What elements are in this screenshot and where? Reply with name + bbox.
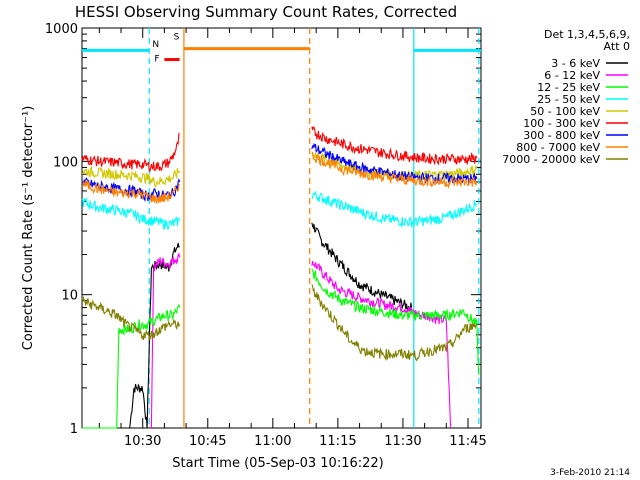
legend-label: 12 - 25 keV [537,81,600,94]
series-line [81,180,181,204]
series-25-50kev [81,191,478,231]
flag-label-s: S [174,32,180,42]
y-tick-label: 1 [70,422,78,437]
y-tick-label: 10 [61,289,78,304]
series-line [82,303,181,429]
series-12-25kev [82,268,480,429]
series-line [311,268,480,375]
x-axis-label: Start Time (05-Sep-03 10:16:22) [172,456,383,471]
series-line [81,132,180,173]
y-axis-label: Corrected Count Rate (s⁻¹ detector⁻¹) [21,106,36,351]
series-800-7000kev [81,151,478,204]
x-tick-label: 11:30 [384,434,421,449]
x-tick-label: 11:45 [449,434,486,449]
series-100-300kev [81,126,478,173]
series-line [81,165,181,188]
legend-header-attenuator: Att 0 [604,40,630,53]
plot-date-footer: 3-Feb-2010 21:14 [550,468,630,478]
legend-label: 3 - 6 keV [551,57,600,70]
series-line [311,126,478,166]
flag-label-n: N [152,40,159,50]
series-7000-20000kev [81,284,478,362]
flag-label-f: F [154,55,159,65]
x-tick-label: 11:15 [319,434,356,449]
series-line [81,196,181,231]
series-line [150,252,181,429]
series-line [311,222,413,313]
legend-label: 6 - 12 keV [544,69,600,82]
x-tick-label: 10:30 [124,434,161,449]
series-line [311,151,478,190]
series-6-12kev [150,252,452,429]
series-line [82,242,180,429]
legend-label: 50 - 100 keV [530,105,600,118]
chart-title: HESSI Observing Summary Count Rates, Cor… [75,3,457,21]
x-tick-label: 10:45 [189,434,226,449]
series-line [311,260,452,429]
legend-label: 25 - 50 keV [537,93,600,106]
series-line [311,284,478,362]
legend-label: 800 - 7000 keV [516,141,600,154]
plot-area: 1 10 100 1000 10:30 10:45 11:00 11:15 11:30 11:45… [45,22,628,449]
y-tick-label: 100 [53,155,78,170]
series-line [311,191,478,228]
legend-label: 300 - 800 keV [523,129,600,142]
legend-label: 7000 - 20000 keV [502,153,600,166]
legend-label: 100 - 300 keV [523,117,600,130]
y-tick-label: 1000 [45,22,78,37]
x-tick-label: 11:00 [254,434,291,449]
plot-frame [81,27,482,429]
series-line [81,296,181,341]
legend-header-detectors: Det 1,3,4,5,6,9, [544,28,630,41]
